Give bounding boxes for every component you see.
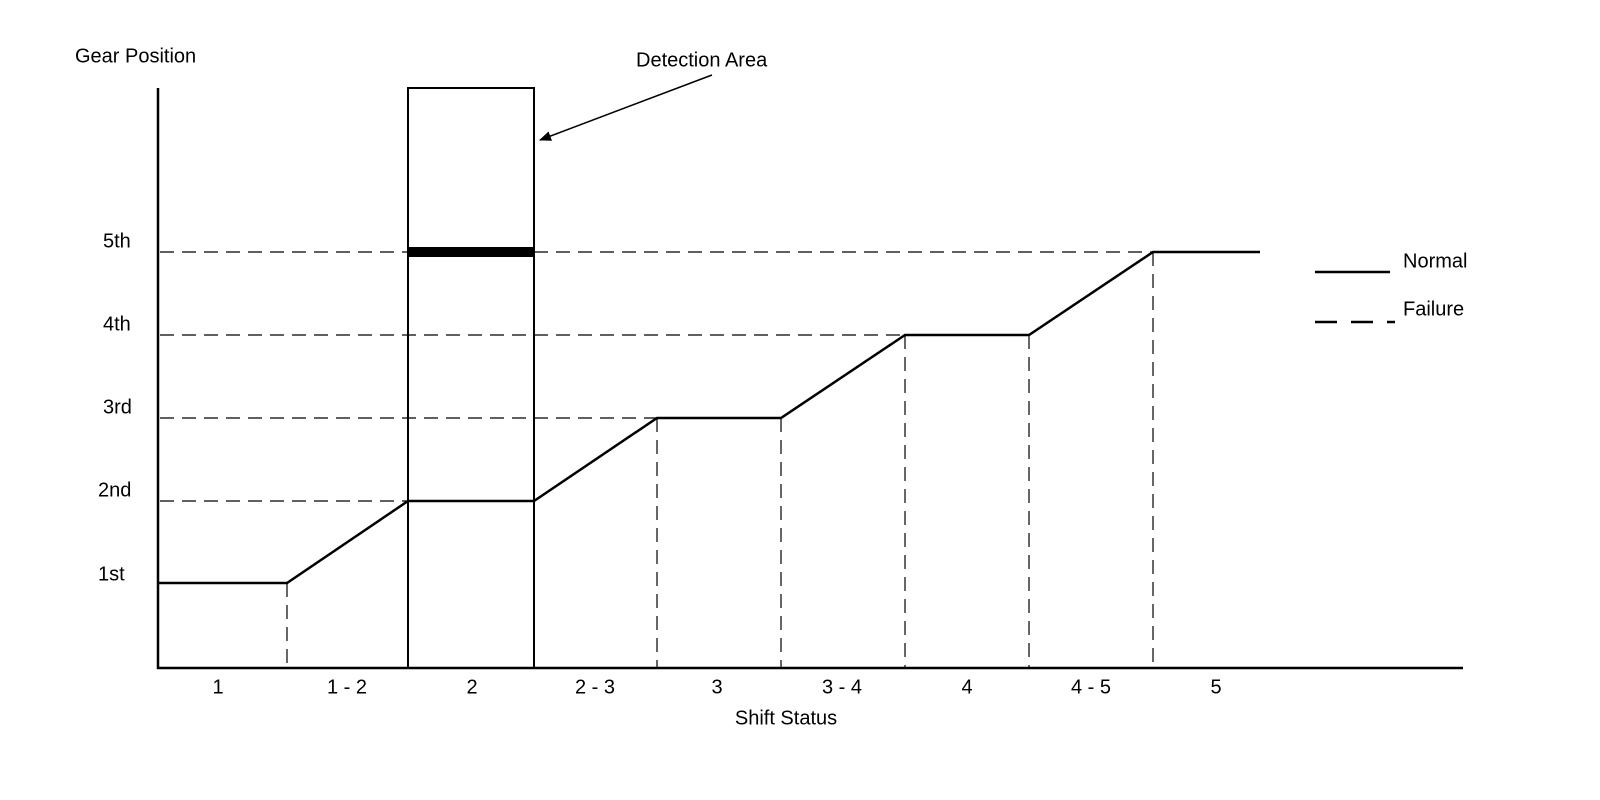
gear-label: 3rd bbox=[103, 396, 132, 418]
status-label: 4 - 5 bbox=[1071, 676, 1111, 698]
status-label: 3 bbox=[711, 676, 722, 698]
legend: Normal Failure bbox=[1315, 250, 1467, 324]
failure-marker bbox=[408, 247, 534, 257]
normal-line bbox=[158, 250, 1260, 585]
status-label: 5 bbox=[1210, 676, 1221, 698]
status-label: 1 bbox=[212, 676, 223, 698]
legend-label: Normal bbox=[1403, 250, 1467, 272]
gear-label: 2nd bbox=[98, 479, 131, 501]
arrow bbox=[539, 74, 713, 141]
x-axis-label: Shift Status bbox=[735, 707, 837, 729]
status-label: 2 bbox=[466, 676, 477, 698]
y-axis-label: Gear Position bbox=[75, 45, 196, 67]
status-label: 3 - 4 bbox=[822, 676, 862, 698]
status-label: 1 - 2 bbox=[327, 676, 367, 698]
status-label: 4 bbox=[961, 676, 972, 698]
detection-area bbox=[407, 87, 535, 669]
annotation: Detection Area bbox=[636, 49, 768, 71]
status-label: 2 - 3 bbox=[575, 676, 615, 698]
legend-label: Failure bbox=[1403, 298, 1464, 320]
gear-label: 5th bbox=[103, 230, 131, 252]
gear-label: 4th bbox=[103, 313, 131, 335]
gear-label: 1st bbox=[98, 563, 125, 585]
reference-lines bbox=[160, 251, 1154, 668]
